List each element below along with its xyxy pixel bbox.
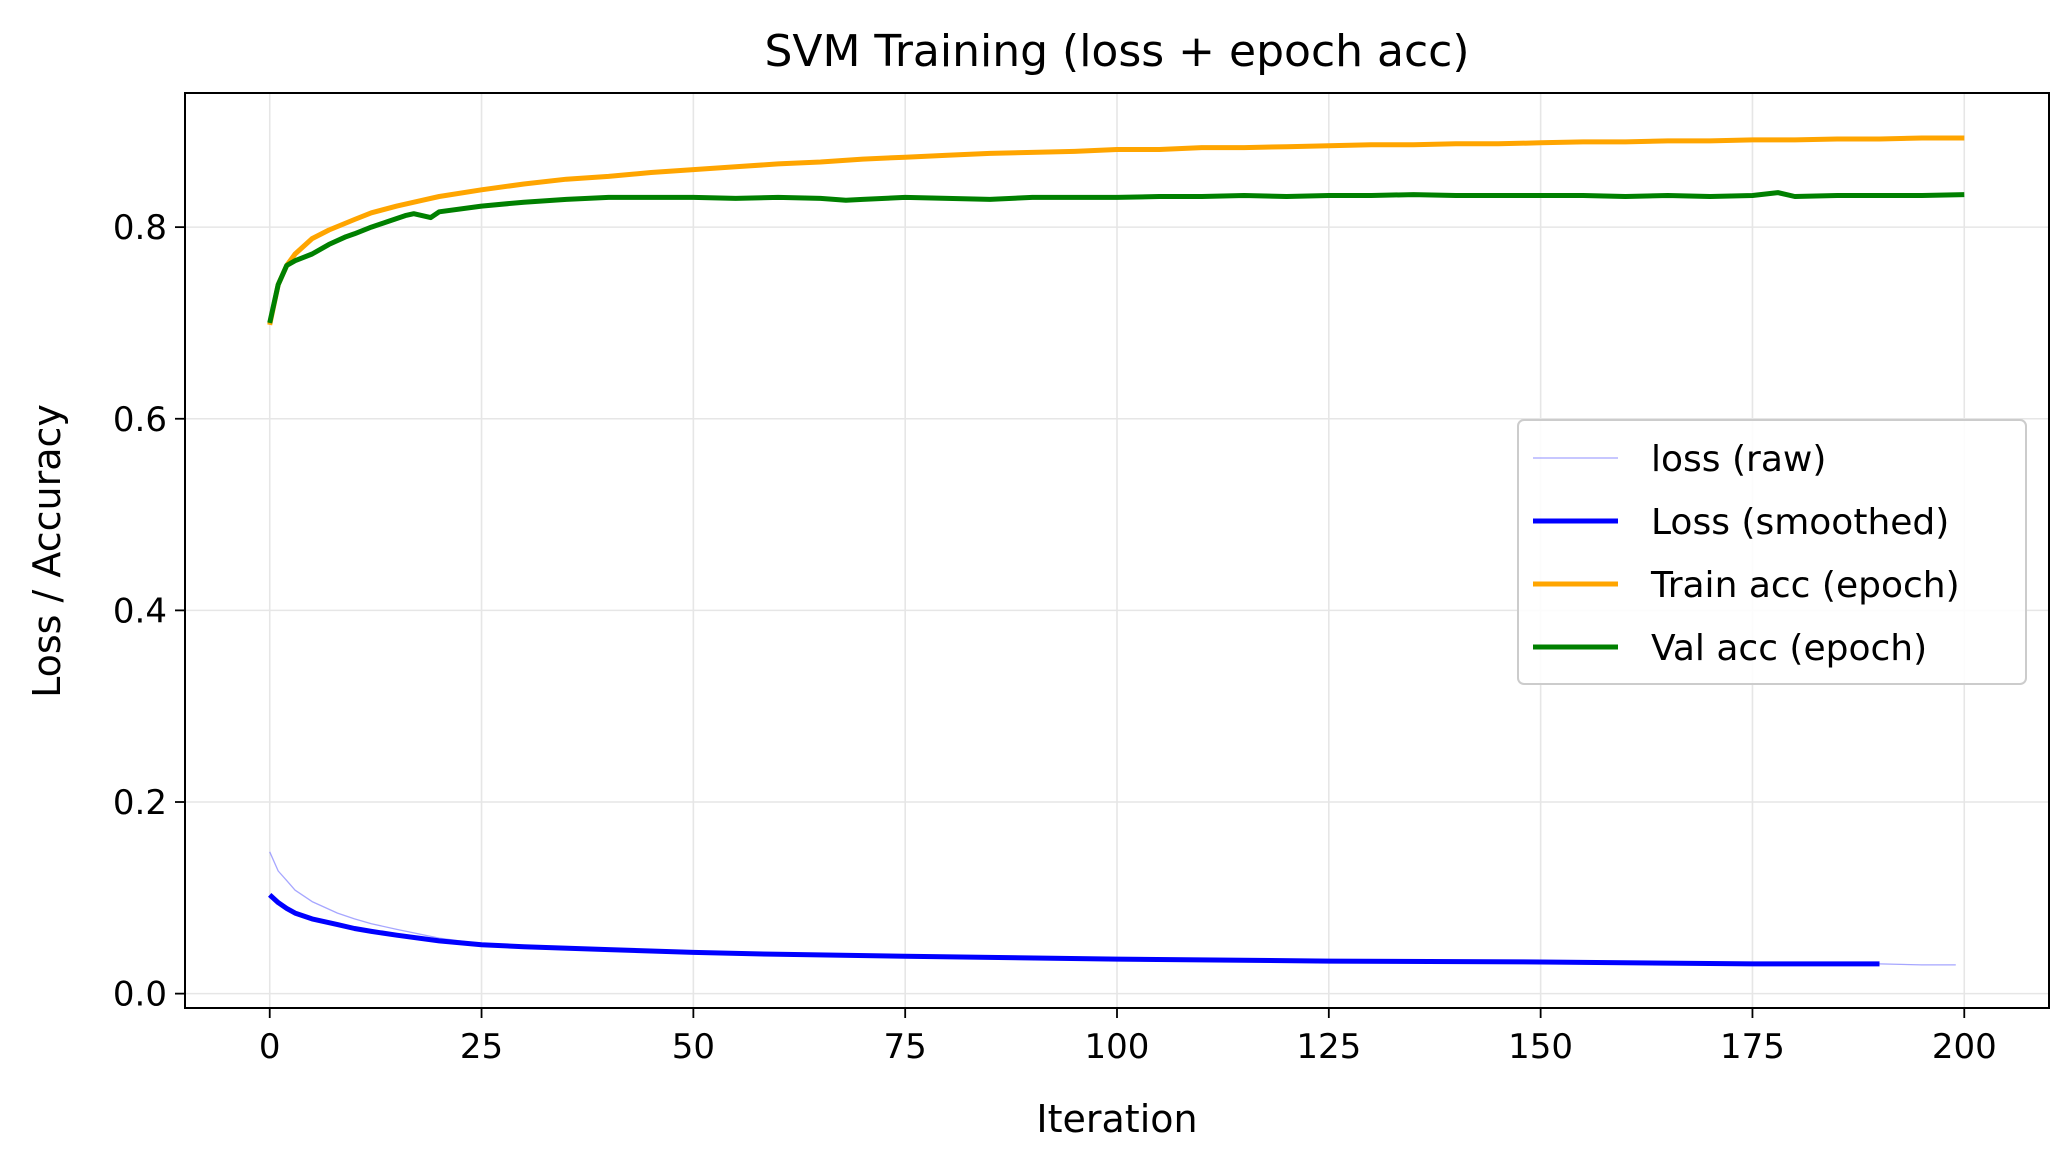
series-line-3 <box>267 190 1965 324</box>
y-axis-ticks: 0.0 0.2 0.4 0.6 0.8 <box>113 208 185 1015</box>
y-tick-label: 0.6 <box>113 400 167 440</box>
grid <box>185 93 2049 1008</box>
x-tick-label: 0 <box>259 1027 281 1067</box>
legend: loss (raw) Loss (smoothed) Train acc (epoc… <box>1517 419 2027 685</box>
y-axis-label: Loss / Accuracy <box>25 404 69 698</box>
chart-title: SVM Training (loss + epoch acc) <box>764 26 1469 77</box>
legend-entry-2: Train acc (epoch) <box>1650 565 1960 606</box>
x-tick-label: 150 <box>1508 1027 1573 1067</box>
x-tick-label: 75 <box>884 1027 927 1067</box>
legend-entry-0: loss (raw) <box>1651 439 1826 480</box>
x-tick-label: 100 <box>1085 1027 1150 1067</box>
legend-frame <box>1517 419 2027 685</box>
x-tick-label: 175 <box>1720 1027 1785 1067</box>
y-tick-label: 0.0 <box>113 975 167 1015</box>
x-tick-label: 200 <box>1932 1027 1997 1067</box>
y-tick-label: 0.8 <box>113 208 167 248</box>
series-layer <box>267 135 1965 967</box>
y-tick-label: 0.2 <box>113 783 167 823</box>
series-line-2 <box>267 135 1965 326</box>
series-line-1 <box>268 893 1880 967</box>
x-axis-label: Iteration <box>1036 1097 1197 1141</box>
x-tick-label: 50 <box>672 1027 715 1067</box>
legend-entry-1: Loss (smoothed) <box>1651 502 1949 543</box>
legend-entry-3: Val acc (epoch) <box>1651 628 1927 669</box>
y-tick-label: 0.4 <box>113 591 167 631</box>
x-tick-label: 25 <box>460 1027 503 1067</box>
x-tick-label: 125 <box>1296 1027 1361 1067</box>
x-axis-ticks: 0 25 50 75 100 125 150 175 200 <box>259 1008 1997 1067</box>
